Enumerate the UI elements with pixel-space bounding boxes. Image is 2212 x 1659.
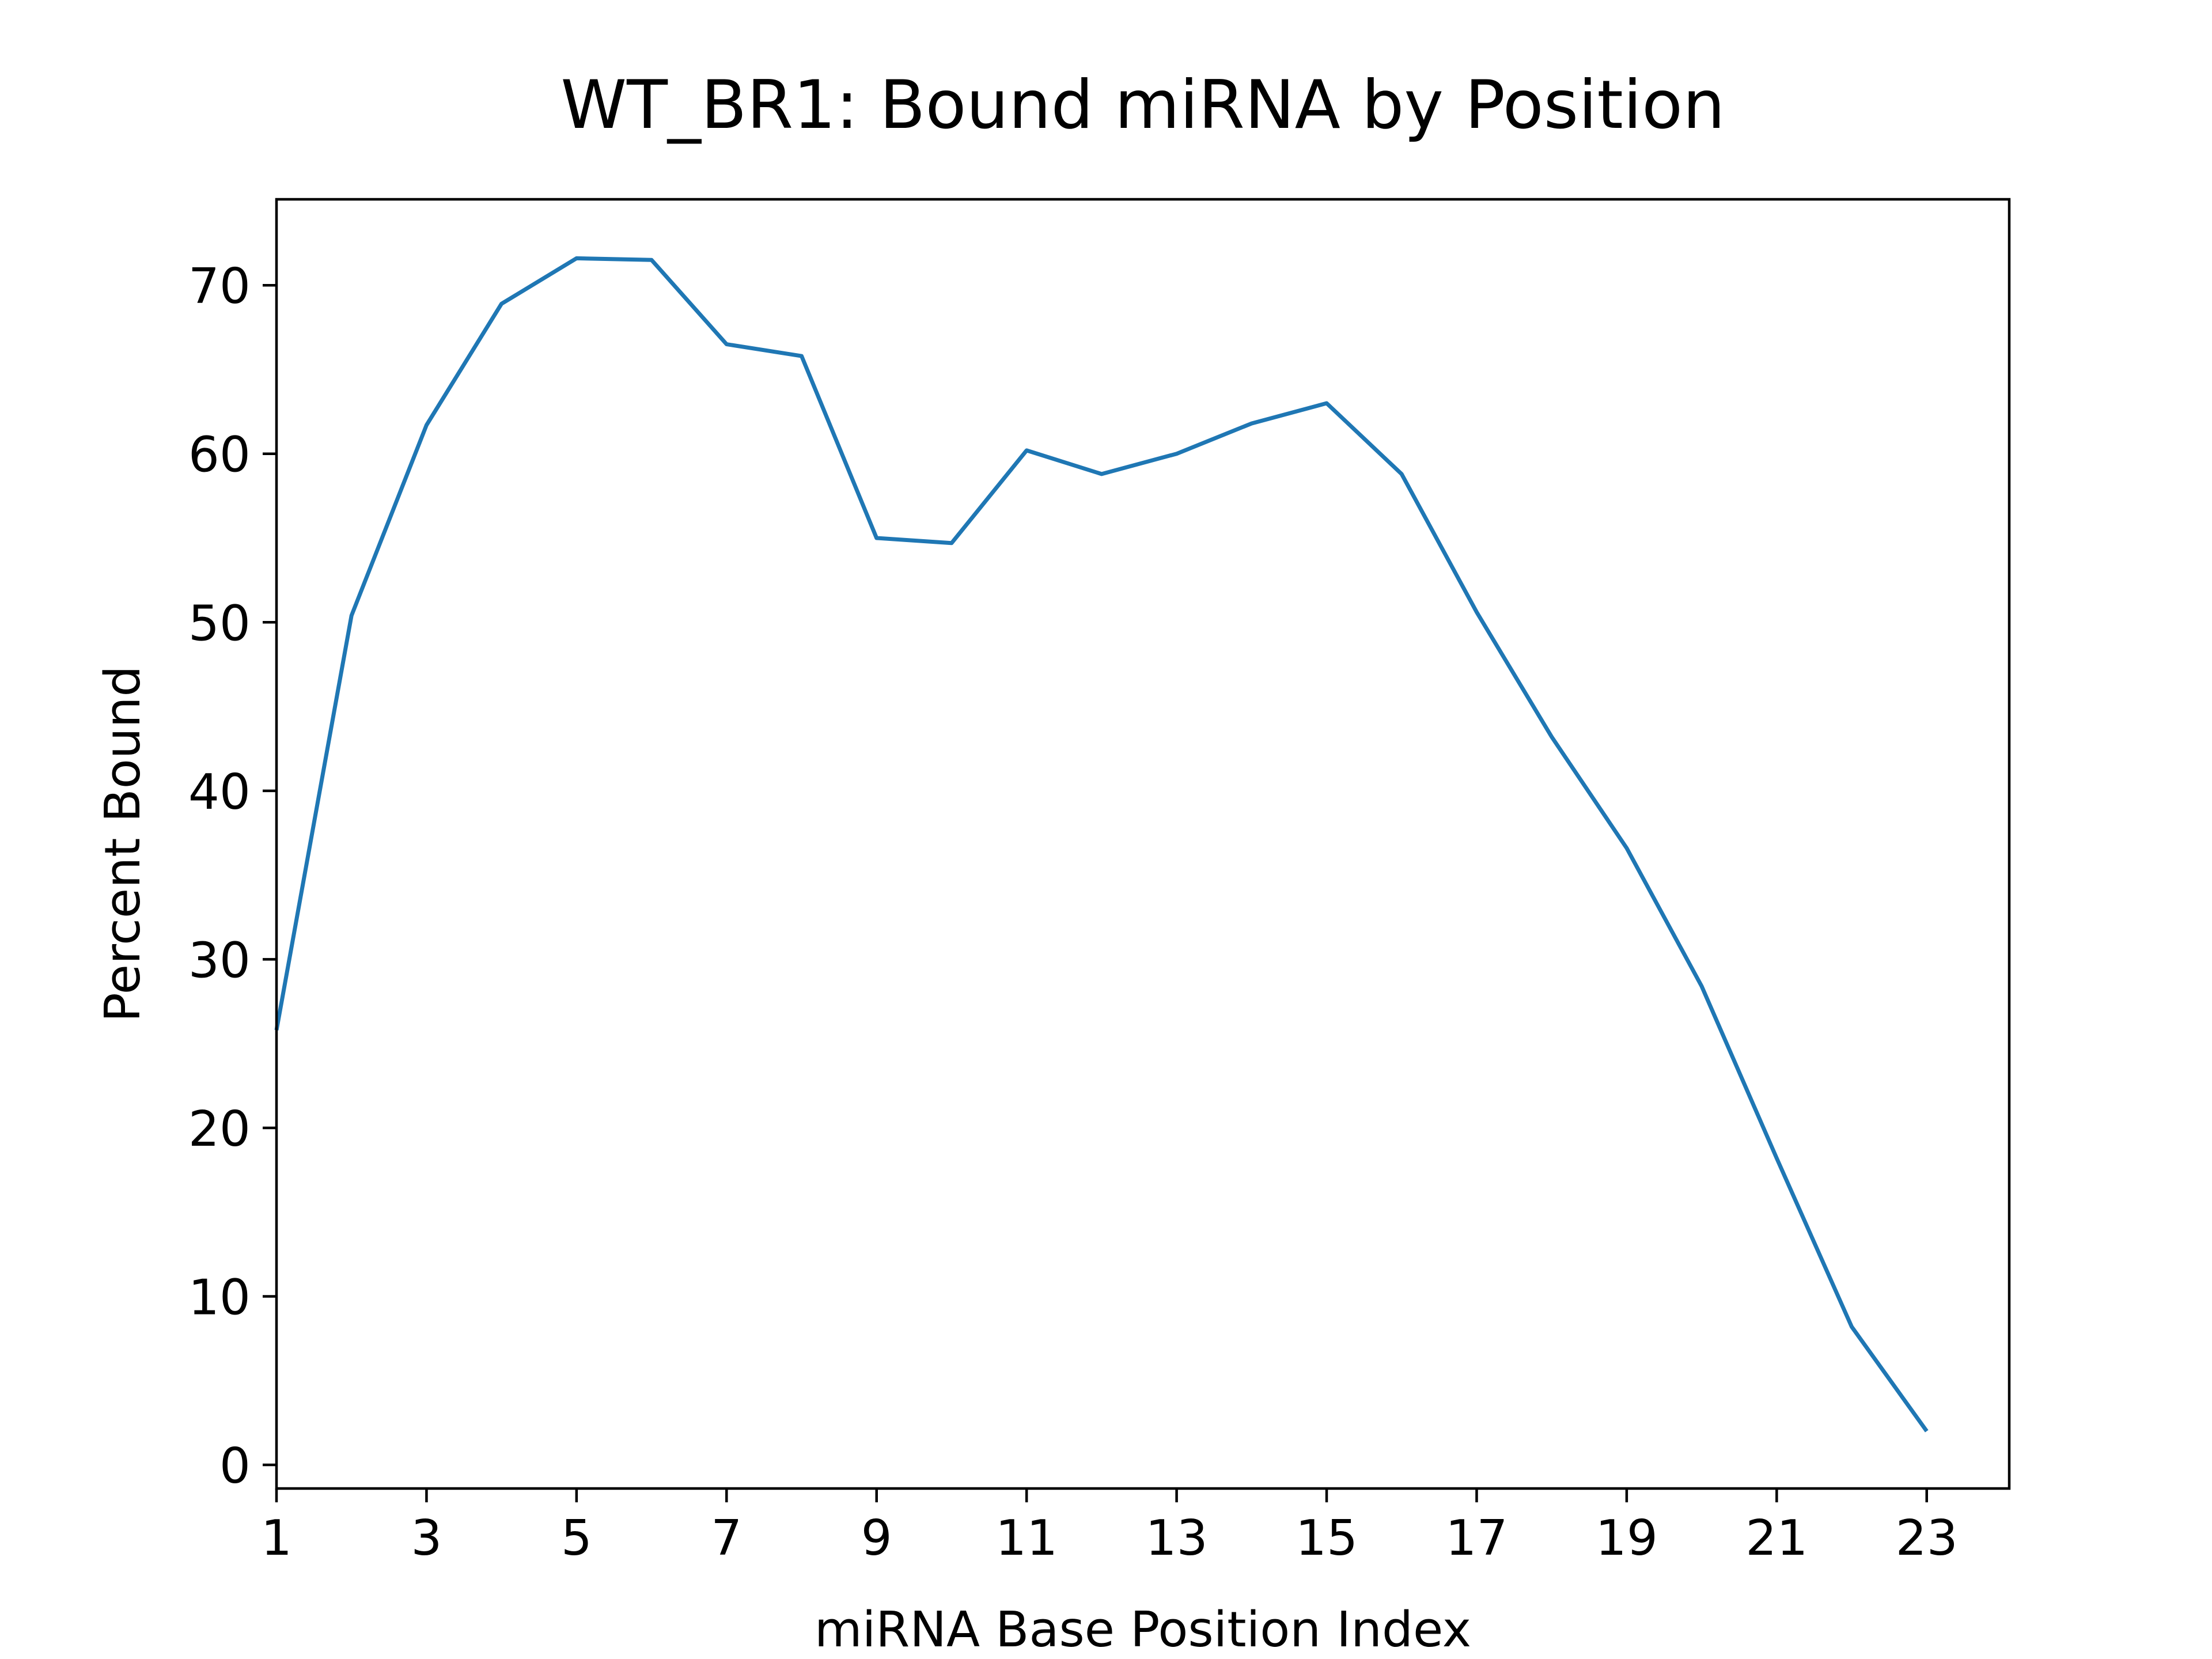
plot-frame [275, 198, 2011, 1490]
x-tick-label-9: 9 [861, 1510, 892, 1567]
y-tick-label-60: 60 [188, 427, 251, 484]
x-tick-label-17: 17 [1445, 1510, 1508, 1567]
y-axis-label: Percent Bound [94, 666, 151, 1022]
x-tick-label-11: 11 [995, 1510, 1058, 1567]
x-axis: 1 3 5 7 9 11 13 15 17 19 21 23 [261, 1488, 1958, 1567]
x-tick-label-13: 13 [1146, 1510, 1208, 1567]
y-tick-label-70: 70 [188, 258, 251, 315]
y-tick-label-20: 20 [188, 1101, 251, 1158]
x-tick-label-15: 15 [1296, 1510, 1358, 1567]
y-axis: 0 10 20 30 40 50 60 70 [188, 258, 276, 1495]
y-tick-label-10: 10 [188, 1269, 251, 1326]
y-tick-label-30: 30 [188, 932, 251, 989]
x-tick-label-5: 5 [561, 1510, 592, 1567]
y-tick-label-50: 50 [188, 595, 251, 652]
y-tick-label-0: 0 [219, 1438, 251, 1495]
y-tick-label-40: 40 [188, 764, 251, 821]
chart-title: WT_BR1: Bound miRNA by Position [560, 66, 1725, 144]
x-tick-label-23: 23 [1896, 1510, 1958, 1567]
x-tick-label-19: 19 [1596, 1510, 1658, 1567]
x-tick-label-3: 3 [411, 1510, 442, 1567]
x-tick-label-7: 7 [711, 1510, 742, 1567]
plot-area [274, 256, 1929, 1433]
x-axis-label: miRNA Base Position Index [815, 1601, 1471, 1658]
x-tick-label-21: 21 [1745, 1510, 1808, 1567]
x-tick-label-1: 1 [261, 1510, 292, 1567]
series-line-1 [274, 256, 1929, 1433]
